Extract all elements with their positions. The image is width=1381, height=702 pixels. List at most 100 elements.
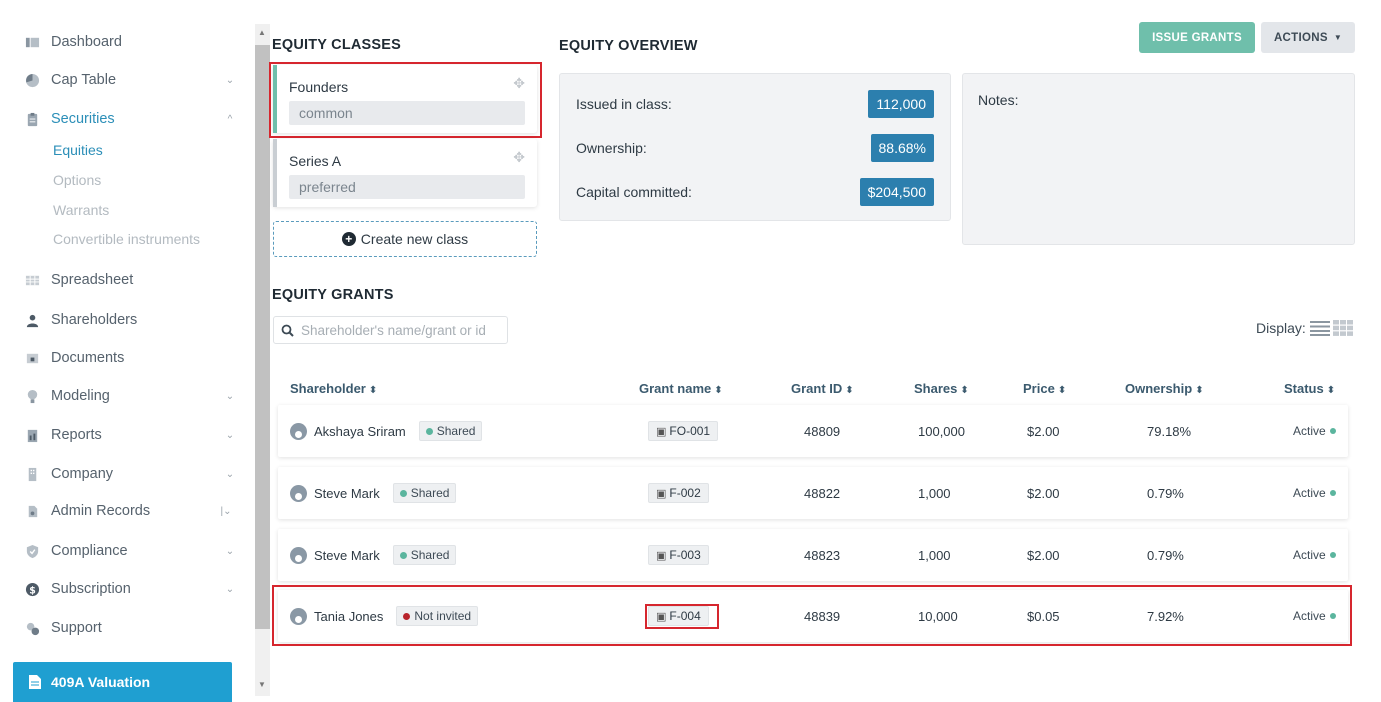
building-icon xyxy=(24,466,40,482)
grant-name-chip[interactable]: ▣ F-004 xyxy=(648,606,709,626)
sidebar-subitem-equities[interactable]: Equities xyxy=(53,142,103,158)
class-card-founders[interactable]: Founders common ✥ xyxy=(273,65,537,133)
list-view-icon[interactable] xyxy=(1309,320,1330,336)
chevron-down-icon[interactable]: ⌄ xyxy=(225,390,235,402)
drag-handle-icon[interactable]: ✥ xyxy=(513,149,525,165)
sidebar-item-reports[interactable]: Reports ⌄ xyxy=(24,423,236,447)
overview-row-issued: Issued in class: 112,000 xyxy=(576,90,934,118)
sidebar-item-cap-table[interactable]: Cap Table ⌄ xyxy=(24,68,236,92)
grid-view-icon[interactable] xyxy=(1332,320,1353,336)
badge-dot-icon xyxy=(399,489,407,497)
sidebar-subitem-convertible-instruments[interactable]: Convertible instruments xyxy=(53,231,201,247)
grant-name: FO-001 xyxy=(669,424,711,438)
issued-label: Issued in class: xyxy=(576,96,672,112)
ownership: 7.92% xyxy=(1147,608,1184,624)
price: $2.00 xyxy=(1027,423,1060,439)
admin-records-icon xyxy=(24,503,40,519)
chevron-down-icon[interactable]: ⌄ xyxy=(225,545,235,557)
invite-status-badge: Not invited xyxy=(396,606,479,626)
capital-label: Capital committed: xyxy=(576,184,692,200)
drag-handle-icon[interactable]: ✥ xyxy=(513,75,525,91)
shareholder-name[interactable]: Akshaya Sriram xyxy=(314,423,406,439)
user-icon xyxy=(24,312,40,328)
sidebar-item-label: Securities xyxy=(51,111,115,127)
grants-search-box[interactable] xyxy=(273,316,508,344)
shareholder-name[interactable]: Steve Mark xyxy=(314,547,380,563)
sidebar-item-label: Spreadsheet xyxy=(51,272,134,288)
ownership: 0.79% xyxy=(1147,485,1184,501)
status-badge: Active xyxy=(1293,424,1336,438)
caret-down-icon: ▼ xyxy=(1333,33,1343,42)
column-header-shareholder[interactable]: Shareholder ⬍ xyxy=(290,381,377,396)
shareholder-name[interactable]: Steve Mark xyxy=(314,485,380,501)
chevron-down-icon[interactable]: ⌄ xyxy=(225,429,235,441)
sidebar-scrollbar-thumb[interactable] xyxy=(255,45,270,629)
sidebar-item-shareholders[interactable]: Shareholders xyxy=(24,308,236,332)
chevron-down-icon[interactable]: ⌄ xyxy=(225,468,235,480)
chevron-up-icon[interactable]: ^ xyxy=(227,113,233,125)
table-row[interactable]: Tania Jones Not invited ▣ F-004 48839 10,000 $… xyxy=(278,590,1348,642)
sidebar-item-compliance[interactable]: Compliance ⌄ xyxy=(24,539,236,563)
avatar-icon xyxy=(290,422,307,440)
actions-dropdown-button[interactable]: ACTIONS ▼ xyxy=(1261,22,1355,53)
sort-icon: ⬍ xyxy=(1057,385,1067,396)
sidebar-item-securities[interactable]: Securities ^ xyxy=(24,107,236,131)
table-row[interactable]: Steve Mark Shared ▣ F-002 48822 1,000 $2.00 0.7… xyxy=(278,467,1348,519)
status-dot-icon xyxy=(1329,613,1336,619)
column-header-shares[interactable]: Shares ⬍ xyxy=(914,381,969,396)
table-row[interactable]: Steve Mark Shared ▣ F-003 48823 1,000 $2.00 0.7… xyxy=(278,529,1348,581)
pie-chart-icon xyxy=(24,72,40,88)
price: $2.00 xyxy=(1027,547,1060,563)
grant-name-chip[interactable]: ▣ F-003 xyxy=(648,545,709,565)
chevron-down-icon[interactable]: ⌄ xyxy=(225,583,235,595)
issue-grants-button[interactable]: ISSUE GRANTS xyxy=(1139,22,1255,53)
notes-panel[interactable]: Notes: xyxy=(962,73,1355,245)
scroll-up-arrow-icon[interactable]: ▲ xyxy=(258,28,266,37)
sidebar-subitem-options[interactable]: Options xyxy=(53,172,102,188)
class-name: Founders xyxy=(289,79,349,95)
display-label: Display: xyxy=(1256,320,1306,336)
svg-text:$: $ xyxy=(29,585,36,596)
column-header-grant-id[interactable]: Grant ID ⬍ xyxy=(791,381,854,396)
sidebar-item-dashboard[interactable]: Dashboard xyxy=(24,30,236,54)
sidebar-item-support[interactable]: Support xyxy=(24,616,236,640)
valuation-409a-button[interactable]: 409A Valuation xyxy=(13,662,232,702)
sort-icon: ⬍ xyxy=(714,385,723,396)
highlight-box-row-4 xyxy=(272,585,1352,646)
table-row[interactable]: Akshaya Sriram Shared ▣ FO-001 48809 100,000 $… xyxy=(278,405,1348,457)
notes-label: Notes: xyxy=(978,92,1019,108)
chevron-down-icon[interactable]: ⌄ xyxy=(225,74,235,86)
sidebar-subitem-warrants[interactable]: Warrants xyxy=(53,202,110,218)
sidebar-item-documents[interactable]: Documents xyxy=(24,346,236,370)
sidebar-item-modeling[interactable]: Modeling ⌄ xyxy=(24,384,236,408)
sidebar-item-company[interactable]: Company ⌄ xyxy=(24,462,236,486)
column-header-ownership[interactable]: Ownership ⬍ xyxy=(1125,381,1204,396)
grant-name-cell: ▣ F-002 xyxy=(648,467,709,519)
sidebar-item-admin-records[interactable]: Admin Records |⌄ xyxy=(24,499,236,523)
shares: 1,000 xyxy=(918,547,951,563)
column-header-status[interactable]: Status ⬍ xyxy=(1284,381,1335,396)
grants-search-input[interactable] xyxy=(301,322,501,338)
highlight-box-founders xyxy=(269,62,542,138)
shield-icon xyxy=(24,543,40,559)
grant-name-cell: ▣ F-003 xyxy=(648,529,709,581)
class-type: common xyxy=(289,101,525,125)
badge-dot-icon xyxy=(403,612,411,620)
grant-name-chip[interactable]: ▣ FO-001 xyxy=(648,421,719,441)
create-new-class-button[interactable]: + Create new class xyxy=(273,221,537,257)
shareholder-name[interactable]: Tania Jones xyxy=(314,608,384,624)
status-dot-icon xyxy=(1329,552,1336,558)
status-cell: Active xyxy=(1293,529,1336,581)
sidebar-item-spreadsheet[interactable]: Spreadsheet xyxy=(24,268,236,292)
column-header-price[interactable]: Price ⬍ xyxy=(1023,381,1066,396)
sidebar-item-subscription[interactable]: $ Subscription ⌄ xyxy=(24,577,236,601)
class-card-series-a[interactable]: Series A preferred ✥ xyxy=(273,139,537,207)
equity-grants-title: EQUITY GRANTS xyxy=(272,287,394,303)
sidebar-item-label: Subscription xyxy=(51,581,131,597)
scroll-down-arrow-icon[interactable]: ▼ xyxy=(258,680,266,689)
grant-id: 48809 xyxy=(804,423,841,439)
chevron-down-icon[interactable]: |⌄ xyxy=(220,505,232,517)
price: $2.00 xyxy=(1027,485,1060,501)
grant-name-chip[interactable]: ▣ F-002 xyxy=(648,483,709,503)
column-header-grant-name[interactable]: Grant name ⬍ xyxy=(639,381,723,396)
